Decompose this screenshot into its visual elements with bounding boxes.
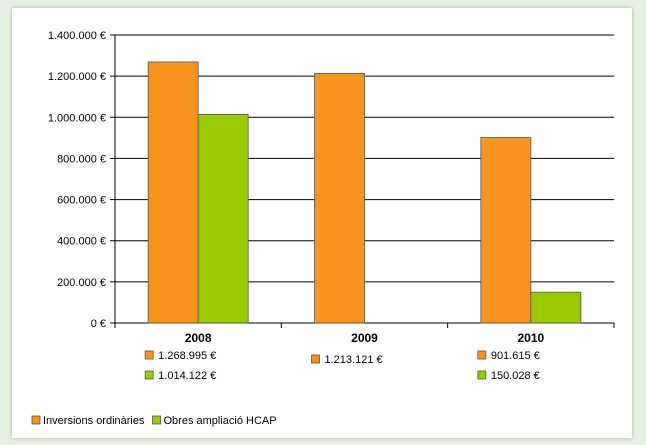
value-swatch <box>144 370 154 380</box>
category-label: 2008 <box>185 331 212 345</box>
y-tick-label: 1.000.000 € <box>48 112 106 124</box>
bar-chart: 0 € 200.000 € 400.000 € 600.000 € 800.000 € 1… <box>31 30 615 427</box>
value-swatch <box>144 350 154 360</box>
bar-1-2008 <box>147 61 199 324</box>
legend-entry: Obres ampliació HCAP <box>164 415 277 427</box>
category-label: 2009 <box>351 331 378 345</box>
data-label: 1.268.995 € <box>158 350 216 362</box>
value-swatch <box>477 370 487 380</box>
y-tick-label: 600.000 € <box>57 195 106 207</box>
y-tick-label: 400.000 € <box>57 236 106 248</box>
value-swatch <box>477 350 487 360</box>
legend-entry: Inversions ordinàries <box>43 415 145 427</box>
category-label: 2010 <box>517 331 544 345</box>
y-tick-label: 200.000 € <box>57 277 106 289</box>
data-label: 901.615 € <box>491 350 540 362</box>
chart-frame: 0 € 200.000 € 400.000 € 600.000 € 800.000 € 1… <box>12 8 632 438</box>
data-label: 1.213.121 € <box>325 354 383 366</box>
y-tick-label: 1.200.000 € <box>48 71 106 83</box>
bar-2-2010 <box>530 291 582 324</box>
bar-1-2009 <box>314 73 365 324</box>
legend-swatch <box>31 415 41 425</box>
data-label: 150.028 € <box>491 370 540 382</box>
value-swatch <box>311 354 320 364</box>
y-tick-label: 800.000 € <box>57 153 106 165</box>
legend-swatch <box>152 415 161 425</box>
data-label: 1.014.122 € <box>158 370 216 382</box>
y-tick-label: 1.400.000 € <box>48 30 106 42</box>
bar-2-2008 <box>197 113 249 324</box>
y-tick-label: 0 € <box>91 318 106 330</box>
bar-1-2010 <box>480 137 532 324</box>
